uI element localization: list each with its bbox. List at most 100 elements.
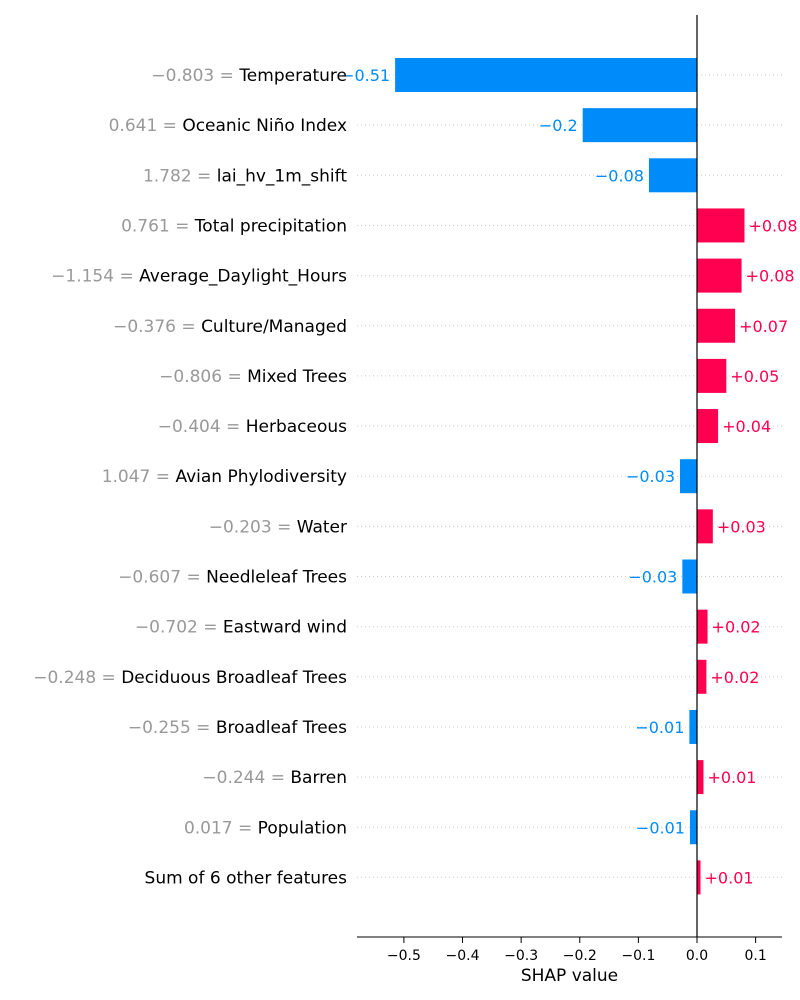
feature-value: −0.255 [128, 718, 191, 738]
equals-sign: = [265, 768, 290, 788]
bar [697, 409, 719, 444]
feature-value: −0.244 [202, 768, 265, 788]
feature-name: Eastward wind [223, 618, 347, 638]
bar-value-label: +0.04 [722, 417, 771, 436]
feature-label: −0.255 = Broadleaf Trees [128, 718, 347, 738]
feature-label: 0.761 = Total precipitation [121, 216, 347, 236]
bar [697, 760, 704, 795]
bar [582, 108, 697, 143]
bar-value-label: +0.02 [710, 668, 759, 687]
feature-value: −0.607 [118, 568, 181, 588]
feature-name: Broadleaf Trees [216, 718, 347, 738]
bar [680, 459, 697, 494]
bar-value-label: +0.08 [748, 216, 797, 235]
grid-lines [357, 74, 782, 878]
equals-sign: = [114, 267, 139, 287]
equals-sign: = [150, 467, 175, 487]
feature-label: −0.806 = Mixed Trees [159, 367, 347, 387]
bar-value-label: +0.02 [712, 618, 761, 637]
equals-sign: = [170, 216, 195, 236]
x-tick-label: 0.1 [744, 948, 766, 964]
bar [697, 258, 742, 293]
bar [689, 810, 697, 845]
bar [395, 58, 697, 92]
feature-value: 0.761 [121, 216, 170, 236]
bar-value-label: −0.03 [626, 467, 675, 486]
equals-sign: = [96, 668, 121, 688]
bar [697, 308, 736, 343]
equals-sign: = [181, 568, 206, 588]
feature-value: −0.803 [151, 66, 214, 86]
feature-name: Culture/Managed [201, 317, 347, 337]
equals-sign: = [157, 116, 182, 136]
feature-labels: −0.803 = Temperature 0.641 = Oceanic Niño… [33, 66, 347, 888]
bar [697, 358, 727, 393]
feature-label: 0.641 = Oceanic Niño Index [109, 116, 347, 136]
feature-label: −1.154 = Average_Daylight_Hours [51, 267, 347, 287]
equals-sign: = [222, 367, 247, 387]
feature-name: Oceanic Niño Index [182, 116, 347, 136]
feature-name: Population [258, 818, 347, 838]
x-tick-label: −0.2 [563, 948, 597, 964]
equals-sign: = [233, 818, 258, 838]
feature-name: Avian Phylodiversity [175, 467, 347, 487]
bar-value-label: −0.08 [595, 166, 644, 185]
feature-name: Water [297, 517, 347, 537]
feature-value: 0.641 [109, 116, 158, 136]
bar [697, 509, 713, 544]
feature-value: −0.376 [113, 317, 176, 337]
bar [697, 609, 708, 644]
x-tick-label: 0.0 [686, 948, 708, 964]
feature-name: Temperature [238, 66, 347, 86]
feature-label: 1.047 = Avian Phylodiversity [102, 467, 347, 487]
feature-name: lai_hv_1m_shift [217, 166, 348, 186]
bar-value-label: +0.08 [746, 267, 795, 286]
feature-label: Sum of 6 other features [145, 868, 348, 888]
feature-value: −1.154 [51, 267, 114, 287]
bar-value-label: +0.01 [707, 768, 756, 787]
feature-value: 0.017 [184, 818, 233, 838]
equals-sign: = [272, 517, 297, 537]
feature-value: −0.702 [135, 618, 198, 638]
bar-value-label: +0.03 [717, 517, 766, 536]
equals-sign: = [214, 66, 239, 86]
x-axis-label: SHAP value [521, 966, 618, 986]
feature-name: Total precipitation [194, 216, 347, 236]
feature-value: 1.782 [143, 166, 192, 186]
bar-value-label: +0.07 [739, 317, 788, 336]
x-tick-label: −0.3 [504, 948, 538, 964]
feature-name: Barren [290, 768, 347, 788]
equals-sign: = [191, 718, 216, 738]
equals-sign: = [176, 317, 201, 337]
bar-value-label: −0.01 [636, 818, 685, 837]
bar [697, 208, 745, 243]
bar-value-label: −0.51 [341, 66, 390, 85]
feature-label: −0.244 = Barren [202, 768, 347, 788]
bar-value-label: −0.2 [539, 116, 578, 135]
feature-value: −0.404 [158, 417, 221, 437]
feature-name: Herbaceous [246, 417, 347, 437]
equals-sign: = [221, 417, 246, 437]
feature-label: −0.803 = Temperature [151, 66, 347, 86]
feature-value: 1.047 [102, 467, 151, 487]
bars: −0.51 −0.2 −0.08 +0.08 +0.08 +0.07 +0.05 +0.04 −… [341, 58, 798, 895]
bar [697, 860, 701, 895]
feature-label: −0.248 = Deciduous Broadleaf Trees [33, 668, 347, 688]
feature-value: −0.248 [33, 668, 96, 688]
feature-name: Deciduous Broadleaf Trees [121, 668, 347, 688]
feature-name: Sum of 6 other features [145, 868, 348, 888]
feature-value: −0.806 [159, 367, 222, 387]
feature-label: 0.017 = Population [184, 818, 347, 838]
feature-label: −0.203 = Water [209, 517, 347, 537]
bar-value-label: −0.03 [628, 568, 677, 587]
bar-value-label: +0.01 [705, 868, 754, 887]
feature-label: 1.782 = lai_hv_1m_shift [143, 166, 347, 186]
feature-label: −0.404 = Herbaceous [158, 417, 347, 437]
feature-name: Average_Daylight_Hours [139, 267, 347, 287]
feature-label: −0.607 = Needleleaf Trees [118, 568, 347, 588]
feature-name: Mixed Trees [247, 367, 347, 387]
equals-sign: = [198, 618, 223, 638]
bar [689, 709, 697, 744]
feature-name: Needleleaf Trees [206, 568, 347, 588]
equals-sign: = [192, 166, 217, 186]
